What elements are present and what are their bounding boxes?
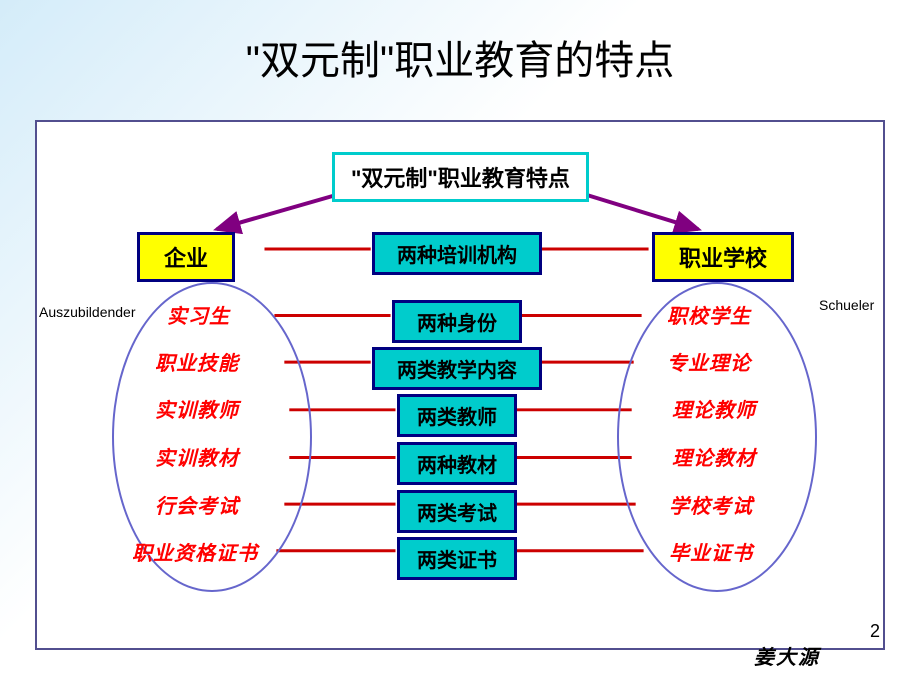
list-item: 毕业证书	[669, 537, 753, 566]
center-box-text: 两种培训机构	[397, 239, 517, 268]
center-box-text: 两类证书	[417, 544, 497, 573]
left-external-label: Auszubildender	[39, 304, 136, 320]
center-box-text: 两种身份	[417, 307, 497, 336]
list-item: 职业技能	[155, 347, 239, 376]
center-box-text: 两类教师	[417, 401, 497, 430]
center-box: 两类教学内容	[372, 347, 542, 390]
center-box: 两种教材	[397, 442, 517, 485]
list-item: 职校学生	[667, 300, 751, 329]
author-name: 姜大源	[754, 641, 820, 670]
center-box: 两类证书	[397, 537, 517, 580]
list-item: 实训教师	[155, 394, 239, 423]
list-item: 实训教材	[155, 442, 239, 471]
center-box-text: 两种教材	[417, 449, 497, 478]
center-box: 两种身份	[392, 300, 522, 343]
list-item: 行会考试	[155, 490, 239, 519]
list-item: 学校考试	[669, 490, 753, 519]
list-item: 实习生	[167, 300, 230, 329]
list-item: 理论教材	[672, 442, 756, 471]
top-title-text: "双元制"职业教育特点	[351, 161, 570, 193]
list-item: 理论教师	[672, 394, 756, 423]
list-item: 职业资格证书	[132, 537, 258, 566]
center-box-text: 两类教学内容	[397, 354, 517, 383]
right-header-box: 职业学校	[652, 232, 794, 282]
center-box: 两类考试	[397, 490, 517, 533]
center-box-text: 两类考试	[417, 497, 497, 526]
top-title-box: "双元制"职业教育特点	[332, 152, 589, 202]
slide-title: "双元制"职业教育的特点	[246, 28, 674, 86]
left-header-text: 企业	[164, 241, 208, 273]
right-external-label: Schueler	[819, 297, 874, 313]
page-number: 2	[870, 621, 880, 642]
list-item: 专业理论	[667, 347, 751, 376]
center-box: 两类教师	[397, 394, 517, 437]
right-header-text: 职业学校	[679, 241, 767, 273]
diagram-frame: "双元制"职业教育特点 企业 职业学校 Auszubildender Schue…	[35, 120, 885, 650]
left-header-box: 企业	[137, 232, 235, 282]
center-box: 两种培训机构	[372, 232, 542, 275]
